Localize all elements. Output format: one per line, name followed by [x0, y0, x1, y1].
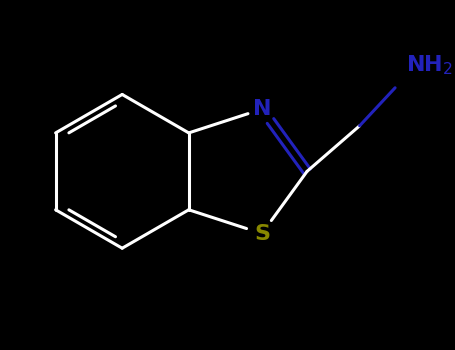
Text: S: S — [254, 224, 270, 244]
Text: N: N — [253, 99, 271, 119]
Text: NH$_2$: NH$_2$ — [406, 53, 453, 77]
